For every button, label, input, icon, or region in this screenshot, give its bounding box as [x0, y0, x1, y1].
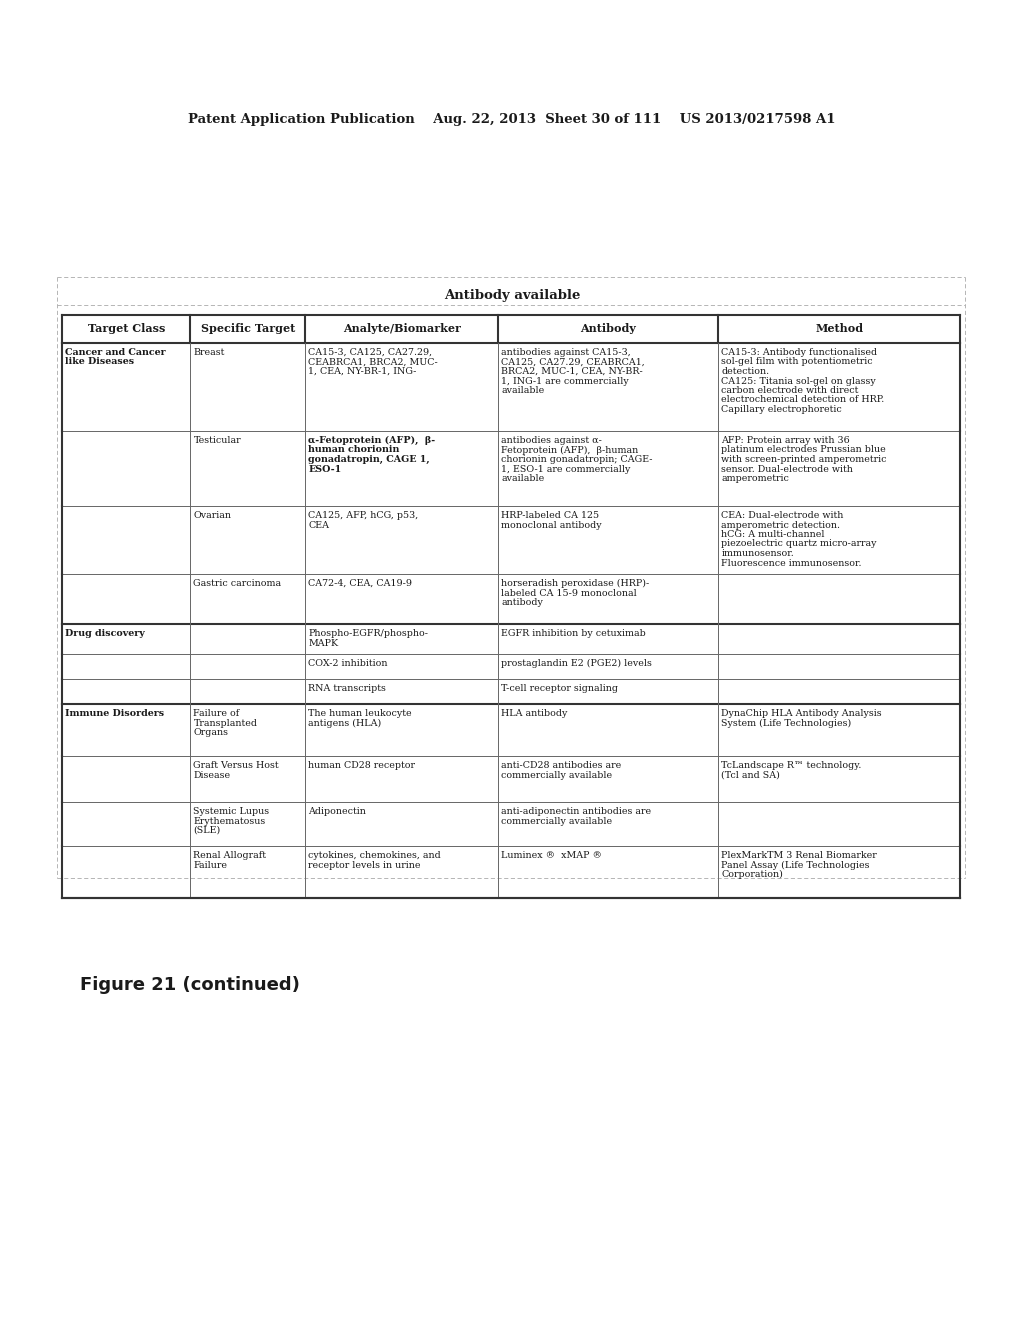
Text: 1, CEA, NY-BR-1, ING-: 1, CEA, NY-BR-1, ING-	[308, 367, 417, 376]
Text: Phospho-EGFR/phospho-: Phospho-EGFR/phospho-	[308, 630, 428, 638]
Text: Method: Method	[815, 323, 863, 334]
Text: human chorionin: human chorionin	[308, 446, 399, 454]
Text: chorionin gonadatropin; CAGE-: chorionin gonadatropin; CAGE-	[502, 455, 653, 465]
Text: commercially available: commercially available	[502, 771, 612, 780]
Text: Target Class: Target Class	[87, 323, 165, 334]
Text: COX-2 inhibition: COX-2 inhibition	[308, 659, 388, 668]
Text: Cancer and Cancer: Cancer and Cancer	[65, 348, 166, 356]
Text: Figure 21 (continued): Figure 21 (continued)	[80, 975, 300, 994]
Text: EGFR inhibition by cetuximab: EGFR inhibition by cetuximab	[502, 630, 646, 638]
Text: MAPK: MAPK	[308, 639, 339, 648]
Text: CA125, CA27.29, CEABRCA1,: CA125, CA27.29, CEABRCA1,	[502, 358, 645, 367]
Text: Transplanted: Transplanted	[194, 718, 257, 727]
Text: PlexMarkTM 3 Renal Biomarker: PlexMarkTM 3 Renal Biomarker	[722, 851, 878, 861]
Text: CA125, AFP, hCG, p53,: CA125, AFP, hCG, p53,	[308, 511, 419, 520]
Text: Failure of: Failure of	[194, 709, 240, 718]
Text: Systemic Lupus: Systemic Lupus	[194, 807, 269, 816]
Text: Corporation): Corporation)	[722, 870, 783, 879]
Text: DynaChip HLA Antibody Analysis: DynaChip HLA Antibody Analysis	[722, 709, 882, 718]
Text: α-Fetoprotein (AFP),  β-: α-Fetoprotein (AFP), β-	[308, 436, 435, 445]
Text: horseradish peroxidase (HRP)-: horseradish peroxidase (HRP)-	[502, 579, 649, 589]
Text: anti-adiponectin antibodies are: anti-adiponectin antibodies are	[502, 807, 651, 816]
Text: 1, ING-1 are commercially: 1, ING-1 are commercially	[502, 376, 629, 385]
Text: amperometric: amperometric	[722, 474, 790, 483]
Text: antibodies against CA15-3,: antibodies against CA15-3,	[502, 348, 631, 356]
Text: HLA antibody: HLA antibody	[502, 709, 567, 718]
Text: System (Life Technologies): System (Life Technologies)	[722, 718, 852, 727]
Text: Disease: Disease	[194, 771, 230, 780]
Text: Failure: Failure	[194, 861, 227, 870]
Text: Graft Versus Host: Graft Versus Host	[194, 762, 279, 770]
Text: Panel Assay (Life Technologies: Panel Assay (Life Technologies	[722, 861, 870, 870]
Text: Breast: Breast	[194, 348, 225, 356]
Text: (Tcl and SA): (Tcl and SA)	[722, 771, 780, 780]
Text: 1, ESO-1 are commercially: 1, ESO-1 are commercially	[502, 465, 631, 474]
Text: human CD28 receptor: human CD28 receptor	[308, 762, 416, 770]
Text: Capillary electrophoretic: Capillary electrophoretic	[722, 405, 842, 414]
Text: CEA: CEA	[308, 520, 330, 529]
Text: TcLandscape R™ technology.: TcLandscape R™ technology.	[722, 762, 862, 770]
Text: Erythematosus: Erythematosus	[194, 817, 265, 825]
Text: CA72-4, CEA, CA19-9: CA72-4, CEA, CA19-9	[308, 579, 413, 587]
Text: receptor levels in urine: receptor levels in urine	[308, 861, 421, 870]
Text: CA15-3, CA125, CA27.29,: CA15-3, CA125, CA27.29,	[308, 348, 432, 356]
Text: AFP: Protein array with 36: AFP: Protein array with 36	[722, 436, 850, 445]
Text: Adiponectin: Adiponectin	[308, 807, 367, 816]
Text: antibody: antibody	[502, 598, 544, 607]
Text: Organs: Organs	[194, 729, 228, 737]
Text: HRP-labeled CA 125: HRP-labeled CA 125	[502, 511, 600, 520]
Text: Gastric carcinoma: Gastric carcinoma	[194, 579, 282, 587]
Text: immunosensor.: immunosensor.	[722, 549, 795, 558]
Text: platinum electrodes Prussian blue: platinum electrodes Prussian blue	[722, 446, 886, 454]
Text: CEA: Dual-electrode with: CEA: Dual-electrode with	[722, 511, 844, 520]
Text: piezoelectric quartz micro-array: piezoelectric quartz micro-array	[722, 540, 877, 549]
Text: Ovarian: Ovarian	[194, 511, 231, 520]
Text: Specific Target: Specific Target	[201, 323, 295, 334]
Text: Testicular: Testicular	[194, 436, 241, 445]
Text: Fetoprotein (AFP),  β-human: Fetoprotein (AFP), β-human	[502, 446, 639, 454]
Text: sol-gel film with potentiometric: sol-gel film with potentiometric	[722, 358, 873, 367]
Text: antigens (HLA): antigens (HLA)	[308, 718, 382, 727]
Text: Luminex ®  xMAP ®: Luminex ® xMAP ®	[502, 851, 602, 861]
Text: electrochemical detection of HRP.: electrochemical detection of HRP.	[722, 396, 885, 404]
Text: Analyte/Biomarker: Analyte/Biomarker	[343, 323, 461, 334]
Text: CA15-3: Antibody functionalised: CA15-3: Antibody functionalised	[722, 348, 878, 356]
Text: prostaglandin E2 (PGE2) levels: prostaglandin E2 (PGE2) levels	[502, 659, 652, 668]
Text: Antibody: Antibody	[581, 323, 636, 334]
Text: amperometric detection.: amperometric detection.	[722, 520, 841, 529]
Text: labeled CA 15-9 monoclonal: labeled CA 15-9 monoclonal	[502, 589, 637, 598]
Text: cytokines, chemokines, and: cytokines, chemokines, and	[308, 851, 441, 861]
Text: monoclonal antibody: monoclonal antibody	[502, 520, 602, 529]
Text: Immune Disorders: Immune Disorders	[65, 709, 164, 718]
Text: available: available	[502, 385, 545, 395]
Text: Drug discovery: Drug discovery	[65, 630, 144, 638]
Text: available: available	[502, 474, 545, 483]
Text: RNA transcripts: RNA transcripts	[308, 684, 386, 693]
Text: gonadatropin, CAGE 1,: gonadatropin, CAGE 1,	[308, 455, 430, 465]
Text: BRCA2, MUC-1, CEA, NY-BR-: BRCA2, MUC-1, CEA, NY-BR-	[502, 367, 643, 376]
Text: The human leukocyte: The human leukocyte	[308, 709, 412, 718]
Text: T-cell receptor signaling: T-cell receptor signaling	[502, 684, 618, 693]
Text: with screen-printed amperometric: with screen-printed amperometric	[722, 455, 887, 465]
Text: CA125: Titania sol-gel on glassy: CA125: Titania sol-gel on glassy	[722, 376, 877, 385]
Text: sensor. Dual-electrode with: sensor. Dual-electrode with	[722, 465, 853, 474]
Text: Renal Allograft: Renal Allograft	[194, 851, 266, 861]
Text: Antibody available: Antibody available	[443, 289, 581, 301]
Text: ESO-1: ESO-1	[308, 465, 342, 474]
Text: antibodies against α-: antibodies against α-	[502, 436, 602, 445]
Text: (SLE): (SLE)	[194, 826, 220, 836]
Text: hCG: A multi-channel: hCG: A multi-channel	[722, 531, 825, 539]
Text: detection.: detection.	[722, 367, 770, 376]
Text: commercially available: commercially available	[502, 817, 612, 825]
Text: like Diseases: like Diseases	[65, 358, 134, 367]
Text: Patent Application Publication    Aug. 22, 2013  Sheet 30 of 111    US 2013/0217: Patent Application Publication Aug. 22, …	[188, 114, 836, 127]
Text: CEABRCA1, BRCA2, MUC-: CEABRCA1, BRCA2, MUC-	[308, 358, 438, 367]
Text: carbon electrode with direct: carbon electrode with direct	[722, 385, 859, 395]
Text: anti-CD28 antibodies are: anti-CD28 antibodies are	[502, 762, 622, 770]
Text: Fluorescence immunosensor.: Fluorescence immunosensor.	[722, 558, 862, 568]
